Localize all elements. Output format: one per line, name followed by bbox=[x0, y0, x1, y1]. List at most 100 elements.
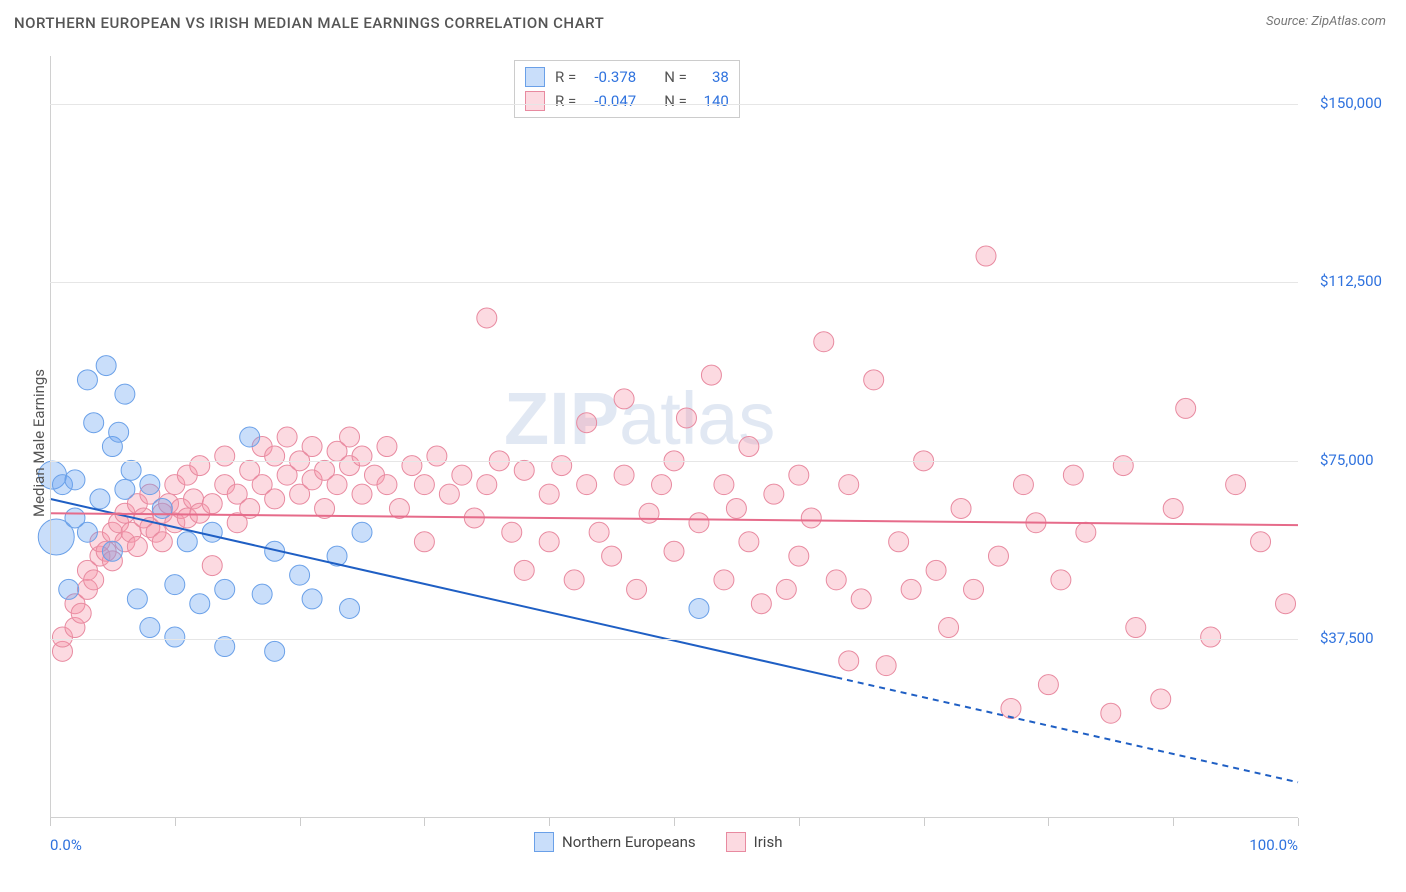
series-legend-item: Irish bbox=[726, 832, 783, 852]
scatter-point bbox=[1101, 703, 1121, 723]
scatter-point bbox=[477, 475, 497, 495]
scatter-point bbox=[215, 579, 235, 599]
source-label: Source: ZipAtlas.com bbox=[1266, 14, 1386, 29]
y-tick-label: $112,500 bbox=[1320, 272, 1382, 290]
scatter-point bbox=[689, 513, 709, 533]
scatter-point bbox=[564, 570, 584, 590]
scatter-point bbox=[739, 437, 759, 457]
scatter-point bbox=[1163, 498, 1183, 518]
scatter-point bbox=[689, 598, 709, 618]
scatter-svg bbox=[50, 56, 1298, 818]
scatter-point bbox=[190, 594, 210, 614]
scatter-point bbox=[290, 565, 310, 585]
scatter-point bbox=[739, 532, 759, 552]
scatter-point bbox=[452, 465, 472, 485]
scatter-point bbox=[839, 475, 859, 495]
scatter-point bbox=[577, 413, 597, 433]
scatter-point bbox=[1001, 698, 1021, 718]
scatter-point bbox=[876, 656, 896, 676]
scatter-point bbox=[976, 246, 996, 266]
scatter-point bbox=[901, 579, 921, 599]
scatter-point bbox=[514, 460, 534, 480]
chart-title: NORTHERN EUROPEAN VS IRISH MEDIAN MALE E… bbox=[14, 14, 604, 32]
scatter-point bbox=[826, 570, 846, 590]
scatter-point bbox=[96, 356, 116, 376]
scatter-point bbox=[402, 456, 422, 476]
series-legend-item: Northern Europeans bbox=[534, 832, 696, 852]
scatter-point bbox=[477, 308, 497, 328]
scatter-point bbox=[414, 475, 434, 495]
scatter-point bbox=[602, 546, 622, 566]
scatter-point bbox=[77, 370, 97, 390]
scatter-point bbox=[240, 427, 260, 447]
scatter-point bbox=[839, 651, 859, 671]
scatter-point bbox=[127, 537, 147, 557]
scatter-point bbox=[1226, 475, 1246, 495]
legend-swatch bbox=[525, 91, 545, 111]
scatter-point bbox=[1176, 398, 1196, 418]
plot-area: ZIPatlas R =-0.378N =38R =-0.047N =140 bbox=[50, 56, 1298, 818]
scatter-point bbox=[71, 603, 91, 623]
scatter-point bbox=[140, 618, 160, 638]
scatter-point bbox=[265, 446, 285, 466]
scatter-point bbox=[539, 484, 559, 504]
scatter-point bbox=[614, 465, 634, 485]
scatter-point bbox=[664, 541, 684, 561]
scatter-point bbox=[814, 332, 834, 352]
scatter-point bbox=[177, 532, 197, 552]
scatter-point bbox=[59, 579, 79, 599]
scatter-point bbox=[327, 475, 347, 495]
series-legend-label: Irish bbox=[754, 833, 783, 851]
scatter-point bbox=[514, 560, 534, 580]
series-legend-label: Northern Europeans bbox=[562, 833, 696, 851]
scatter-point bbox=[302, 589, 322, 609]
scatter-point bbox=[652, 475, 672, 495]
scatter-point bbox=[1201, 627, 1221, 647]
scatter-point bbox=[539, 532, 559, 552]
scatter-point bbox=[190, 456, 210, 476]
scatter-point bbox=[252, 584, 272, 604]
scatter-point bbox=[639, 503, 659, 523]
scatter-point bbox=[414, 532, 434, 552]
scatter-point bbox=[1276, 594, 1296, 614]
scatter-point bbox=[502, 522, 522, 542]
scatter-point bbox=[1251, 532, 1271, 552]
scatter-point bbox=[864, 370, 884, 390]
legend-swatch bbox=[534, 832, 554, 852]
scatter-point bbox=[65, 470, 85, 490]
scatter-point bbox=[577, 475, 597, 495]
stats-legend-row: R =-0.047N =140 bbox=[525, 89, 729, 113]
scatter-point bbox=[302, 437, 322, 457]
scatter-point bbox=[90, 489, 110, 509]
scatter-point bbox=[340, 598, 360, 618]
scatter-point bbox=[789, 465, 809, 485]
scatter-point bbox=[84, 413, 104, 433]
scatter-point bbox=[340, 427, 360, 447]
scatter-point bbox=[265, 641, 285, 661]
regression-line bbox=[836, 677, 1298, 782]
scatter-point bbox=[377, 437, 397, 457]
scatter-point bbox=[352, 446, 372, 466]
scatter-point bbox=[1113, 456, 1133, 476]
scatter-point bbox=[109, 422, 129, 442]
scatter-point bbox=[352, 484, 372, 504]
scatter-point bbox=[789, 546, 809, 566]
scatter-point bbox=[265, 489, 285, 509]
scatter-point bbox=[1051, 570, 1071, 590]
scatter-point bbox=[764, 484, 784, 504]
scatter-point bbox=[676, 408, 696, 428]
scatter-point bbox=[801, 508, 821, 528]
chart-container: NORTHERN EUROPEAN VS IRISH MEDIAN MALE E… bbox=[0, 0, 1406, 892]
scatter-point bbox=[115, 384, 135, 404]
legend-swatch bbox=[525, 67, 545, 87]
scatter-point bbox=[121, 460, 141, 480]
scatter-point bbox=[215, 446, 235, 466]
scatter-point bbox=[726, 498, 746, 518]
series-legend: Northern Europeans Irish bbox=[534, 832, 782, 852]
y-axis-label: Median Male Earnings bbox=[30, 369, 48, 517]
scatter-point bbox=[152, 532, 172, 552]
scatter-point bbox=[152, 498, 172, 518]
scatter-point bbox=[427, 446, 447, 466]
scatter-point bbox=[751, 594, 771, 614]
scatter-point bbox=[1038, 675, 1058, 695]
